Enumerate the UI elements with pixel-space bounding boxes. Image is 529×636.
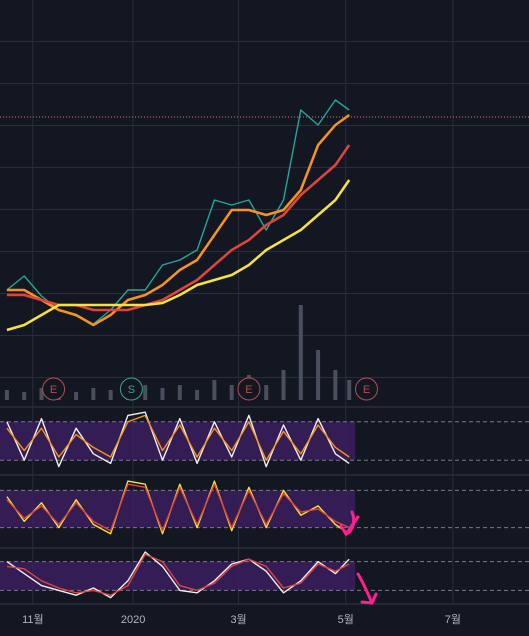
volume-bar [347, 380, 352, 400]
annotation-arrow [356, 572, 378, 605]
volume-bar [281, 370, 286, 400]
volume-bar [91, 388, 96, 400]
series-line [6, 553, 350, 596]
volume-bar [229, 385, 234, 400]
grid-background [0, 0, 529, 405]
volume-bar [264, 385, 269, 400]
event-label: E [363, 384, 370, 396]
volume-bar [108, 390, 113, 400]
volume-bar [177, 385, 182, 400]
event-marker [42, 377, 66, 401]
oscillator-band [0, 490, 356, 528]
series-line [6, 179, 351, 332]
x-tick-label: 3월 [230, 613, 246, 626]
series-line [6, 144, 351, 312]
volume-bar [22, 392, 27, 400]
series-line [6, 414, 350, 461]
volume-bar [74, 392, 79, 400]
volume-bar [298, 305, 303, 400]
volume-bar [160, 388, 165, 400]
volume-bar [212, 380, 217, 400]
series-line [6, 113, 350, 327]
event-marker [354, 377, 378, 401]
event-label: E [245, 384, 252, 396]
x-tick-label: 2020 [121, 614, 145, 626]
volume-bar [195, 390, 200, 400]
x-tick-label: 5월 [338, 613, 354, 626]
volume-bar [39, 388, 44, 400]
oscillator-band [0, 561, 356, 591]
series-line [6, 483, 350, 532]
volume-bar [143, 385, 148, 400]
event-label: S [128, 384, 135, 396]
volume-bar [4, 390, 9, 400]
x-tick-label: 7월 [445, 613, 461, 626]
series-line [6, 411, 350, 468]
event-label: E [50, 384, 57, 396]
event-marker [237, 377, 261, 401]
x-tick-label: 11월 [22, 613, 44, 626]
event-marker [119, 377, 143, 401]
volume-bar [316, 350, 321, 400]
annotation-arrow [339, 510, 360, 537]
volume-bar [333, 370, 338, 400]
